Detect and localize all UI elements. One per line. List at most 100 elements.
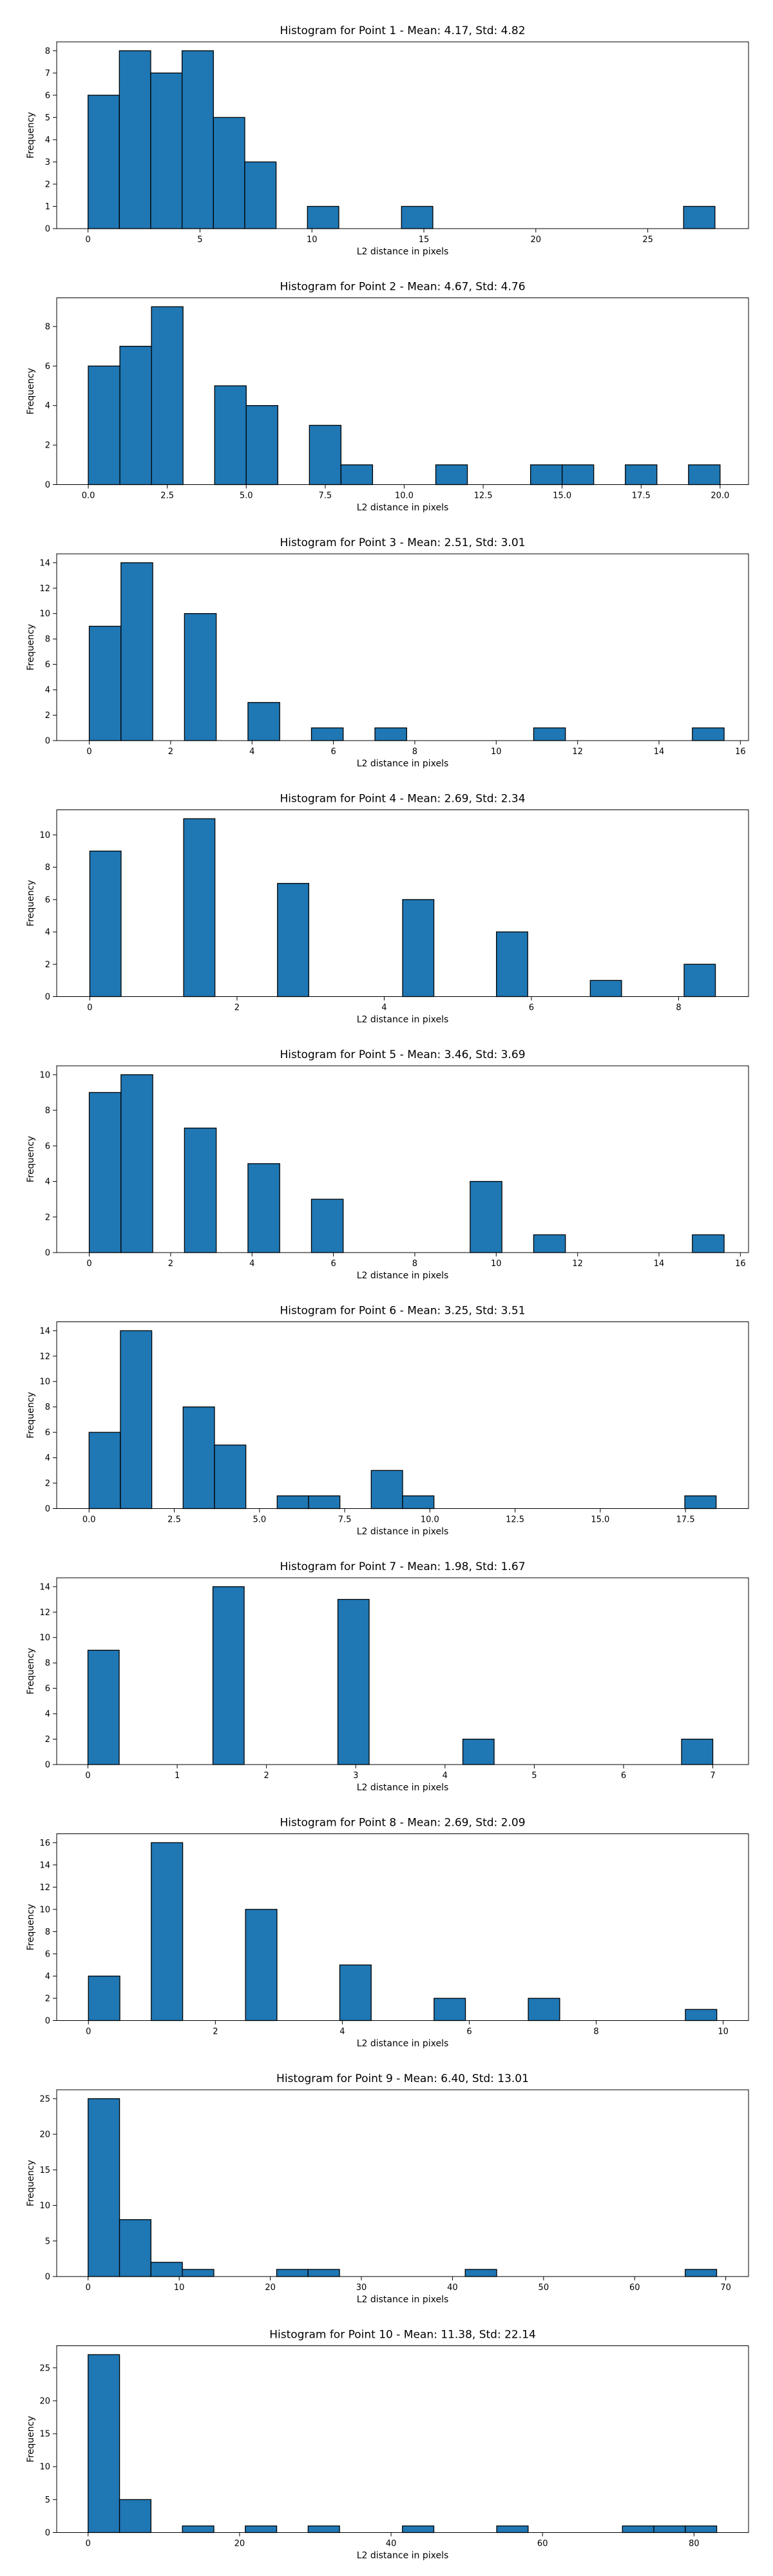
- y-axis-label: Frequency: [26, 880, 36, 926]
- x-tick-label: 6: [621, 1771, 626, 1781]
- histogram-bar: [684, 1495, 717, 1510]
- x-axis-label: L2 distance in pixels: [357, 2551, 449, 2561]
- x-tick-label: 20.0: [711, 491, 729, 501]
- histogram-bar: [214, 1444, 247, 1510]
- y-axis-label: Frequency: [26, 624, 36, 670]
- histogram-bar: [337, 1598, 370, 1765]
- x-tick-label: 20: [234, 2539, 245, 2549]
- histogram-bar: [88, 1092, 122, 1253]
- histogram-bar: [462, 1738, 495, 1765]
- x-tick-label: 20: [531, 235, 542, 245]
- plot-frame: [56, 1065, 749, 1253]
- x-tick-label: 12.5: [506, 1515, 524, 1525]
- x-tick-label: 60: [629, 2283, 640, 2293]
- y-tick-label: 6: [45, 895, 50, 905]
- histogram-bar: [464, 2269, 497, 2277]
- histogram-bar: [88, 95, 120, 229]
- histogram-bar: [214, 385, 247, 486]
- y-tick-label: 6: [45, 1142, 50, 1151]
- x-tick-label: 12: [572, 747, 583, 757]
- chart-title: Histogram for Point 9 - Mean: 6.40, Std:…: [276, 2072, 529, 2085]
- x-tick-label: 40: [386, 2539, 397, 2549]
- x-tick-label: 12: [572, 1259, 583, 1269]
- histogram-bar: [213, 117, 245, 229]
- y-tick-label: 10: [39, 609, 50, 619]
- histogram-panel-2: 0.0 2.5 5.0 7.5 10.0 12.5 15.0 17.5 20.0 0 2 4 6 8 His…: [26, 281, 749, 513]
- histogram-bar: [310, 1198, 344, 1253]
- y-tick-label: 6: [45, 91, 50, 100]
- x-tick-label: 7.5: [319, 491, 332, 501]
- x-tick-label: 0: [86, 2283, 91, 2293]
- histogram-bar: [435, 464, 468, 486]
- histogram-panel-6: 0.0 2.5 5.0 7.5 10.0 12.5 15.0 17.5 0 2 4 6 8 10 12 14 H…: [26, 1305, 749, 1537]
- x-tick-label: 10.0: [421, 1515, 439, 1525]
- x-tick-label: 2.5: [160, 491, 174, 501]
- x-tick-label: 0: [86, 2539, 91, 2549]
- histogram-bar: [88, 365, 120, 486]
- histogram-panel-4: 0 2 4 6 8 0 2 4 6 8 10 Histogram for Point 4 - Mean…: [26, 793, 749, 1025]
- x-tick-label: 3: [353, 1771, 358, 1781]
- y-tick-label: 0: [45, 2528, 50, 2538]
- y-tick-label: 6: [45, 1428, 50, 1438]
- histogram-bar: [402, 899, 435, 998]
- x-tick-label: 10: [491, 1259, 502, 1269]
- y-tick-label: 8: [45, 322, 50, 332]
- histogram-bar: [182, 2269, 215, 2277]
- plot-frame: [56, 2345, 749, 2533]
- x-tick-label: 2: [168, 747, 173, 757]
- histogram-bar: [530, 464, 563, 486]
- x-tick-label: 0: [86, 2027, 91, 2037]
- x-tick-label: 6: [330, 1259, 336, 1269]
- histogram-bar: [181, 50, 214, 229]
- y-tick-label: 14: [39, 1327, 50, 1336]
- histogram-bar: [119, 2499, 152, 2533]
- x-tick-label: 70: [720, 2283, 731, 2293]
- x-axis-label: L2 distance in pixels: [357, 1527, 449, 1537]
- histogram-bar: [528, 1998, 560, 2022]
- histogram-bar: [625, 464, 658, 486]
- y-tick-label: 15: [39, 2430, 50, 2439]
- histogram-bar: [307, 205, 339, 229]
- histogram-bar: [496, 2525, 529, 2533]
- y-tick-label: 4: [45, 135, 50, 145]
- x-tick-label: 1: [175, 1771, 180, 1781]
- x-tick-label: 15.0: [591, 1515, 609, 1525]
- histogram-bar: [119, 346, 152, 486]
- histogram-bar: [87, 1649, 120, 1765]
- x-tick-label: 16: [735, 1259, 746, 1269]
- y-tick-label: 4: [45, 686, 50, 696]
- x-tick-label: 6: [529, 1003, 534, 1013]
- y-tick-label: 2: [45, 441, 50, 451]
- x-tick-label: 2.5: [167, 1515, 181, 1525]
- histogram-bar: [683, 205, 716, 229]
- y-tick-label: 5: [45, 2496, 50, 2505]
- histogram-bar: [309, 424, 342, 486]
- histogram-bar: [307, 2525, 340, 2533]
- y-tick-label: 10: [39, 2201, 50, 2211]
- y-axis-label: Frequency: [26, 2160, 36, 2206]
- x-axis-label: L2 distance in pixels: [357, 2039, 449, 2049]
- x-tick-label: 8: [593, 2027, 598, 2037]
- y-tick-label: 2: [45, 1994, 50, 2003]
- y-tick-label: 2: [45, 180, 50, 189]
- plot-frame: [56, 553, 749, 741]
- y-tick-label: 15: [39, 2166, 50, 2175]
- histogram-bar: [685, 2525, 718, 2533]
- plot-frame: [56, 2089, 749, 2277]
- histogram-bar: [685, 2269, 718, 2277]
- histogram-bar: [184, 613, 217, 741]
- y-tick-label: 0: [45, 992, 50, 1002]
- x-tick-label: 80: [689, 2539, 700, 2549]
- y-tick-label: 8: [45, 1106, 50, 1116]
- histogram-bar: [88, 2098, 120, 2277]
- y-tick-label: 10: [39, 1070, 50, 1080]
- y-tick-label: 4: [45, 1710, 50, 1719]
- x-tick-label: 4: [249, 1259, 254, 1269]
- y-tick-label: 0: [45, 1504, 50, 1514]
- histogram-bar: [183, 818, 216, 998]
- y-tick-label: 8: [45, 1927, 50, 1937]
- x-tick-label: 0.0: [82, 1515, 96, 1525]
- x-axis-label: L2 distance in pixels: [357, 1783, 449, 1793]
- y-tick-label: 20: [39, 2130, 50, 2140]
